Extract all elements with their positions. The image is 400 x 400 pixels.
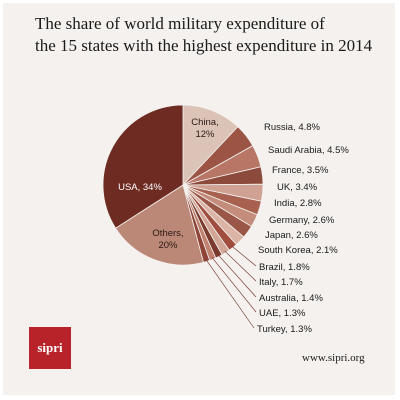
pie-slices — [102, 104, 264, 266]
slice-labels: China, 12% Russia, 4.8% Saudi Arabia, 4.5% F… — [118, 117, 349, 335]
leader-line-uae — [211, 257, 257, 313]
leader-line-italy — [224, 250, 257, 282]
slice-label-china: China, 12% — [191, 117, 218, 140]
logo-text: sipri — [37, 340, 63, 355]
chart-title-line-2: the 15 states with the highest expenditu… — [35, 36, 373, 55]
leader-line-australia — [217, 254, 257, 298]
leader-line-turkey — [205, 259, 255, 329]
leader-lines — [205, 245, 257, 329]
slice-label-france: France, 3.5% — [272, 165, 329, 176]
slice-label-india: India, 2.8% — [274, 198, 322, 209]
slice-label-usa: USA, 34% — [118, 182, 162, 193]
pie-slice-usa — [102, 104, 184, 229]
slice-label-italy: Italy, 1.7% — [259, 277, 303, 288]
pie-slice-others — [115, 184, 204, 266]
leader-line-brazil — [231, 245, 257, 267]
slice-label-uae: UAE, 1.3% — [259, 308, 306, 319]
chart-title: The share of world military expenditure … — [35, 13, 385, 57]
pie-slice-china — [182, 104, 239, 187]
website-url: www.sipri.org — [302, 352, 365, 364]
slice-label-saudi-arabia: Saudi Arabia, 4.5% — [268, 145, 349, 156]
sipri-logo: sipri — [29, 327, 71, 369]
slice-label-others: Others, 20% — [152, 228, 183, 251]
slice-label-turkey: Turkey, 1.3% — [257, 324, 312, 335]
slice-label-australia: Australia, 1.4% — [259, 293, 323, 304]
slice-label-russia: Russia, 4.8% — [264, 122, 321, 133]
slice-label-south-korea: South Korea, 2.1% — [258, 245, 338, 256]
slice-label-uk: UK, 3.4% — [277, 182, 318, 193]
chart-title-line-1: The share of world military expenditure … — [35, 14, 325, 33]
slice-label-brazil: Brazil, 1.8% — [259, 262, 310, 273]
slice-label-germany: Germany, 2.6% — [269, 215, 335, 226]
slice-label-japan: Japan, 2.6% — [265, 230, 318, 241]
